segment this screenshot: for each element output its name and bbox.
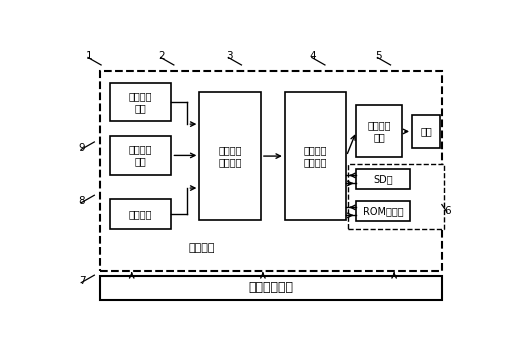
Bar bbox=[100, 71, 442, 271]
Text: 1: 1 bbox=[86, 51, 92, 61]
Text: 电源转换模块: 电源转换模块 bbox=[248, 281, 293, 294]
Bar bbox=[357, 170, 410, 189]
Text: 惯性制导
模块: 惯性制导 模块 bbox=[129, 145, 152, 166]
Text: 调试模块: 调试模块 bbox=[129, 209, 152, 219]
Bar bbox=[357, 201, 410, 221]
Text: 3: 3 bbox=[226, 51, 232, 61]
Bar bbox=[100, 276, 442, 300]
Bar bbox=[357, 106, 402, 157]
Bar bbox=[110, 83, 171, 121]
Text: SD卡: SD卡 bbox=[373, 174, 393, 184]
Text: 6: 6 bbox=[444, 206, 451, 216]
Bar bbox=[110, 136, 171, 175]
Text: 7: 7 bbox=[78, 276, 85, 286]
Text: 8: 8 bbox=[78, 197, 85, 206]
Text: 存储模块: 存储模块 bbox=[188, 243, 214, 253]
Bar bbox=[412, 115, 440, 148]
Text: 控制输出
处理单元: 控制输出 处理单元 bbox=[304, 145, 327, 167]
Text: 导航解算
处理单元: 导航解算 处理单元 bbox=[219, 145, 242, 167]
Text: 9: 9 bbox=[78, 143, 85, 153]
Text: 卫星导航
模块: 卫星导航 模块 bbox=[129, 91, 152, 113]
Bar bbox=[199, 92, 261, 220]
Text: 云台: 云台 bbox=[420, 126, 432, 136]
Text: 5: 5 bbox=[375, 51, 382, 61]
Text: 2: 2 bbox=[158, 51, 165, 61]
Text: 云台通信
模块: 云台通信 模块 bbox=[367, 121, 391, 142]
Bar bbox=[285, 92, 346, 220]
Bar bbox=[348, 164, 444, 229]
Text: 4: 4 bbox=[309, 51, 316, 61]
Bar bbox=[110, 199, 171, 229]
Text: ROM存储器: ROM存储器 bbox=[363, 206, 404, 216]
